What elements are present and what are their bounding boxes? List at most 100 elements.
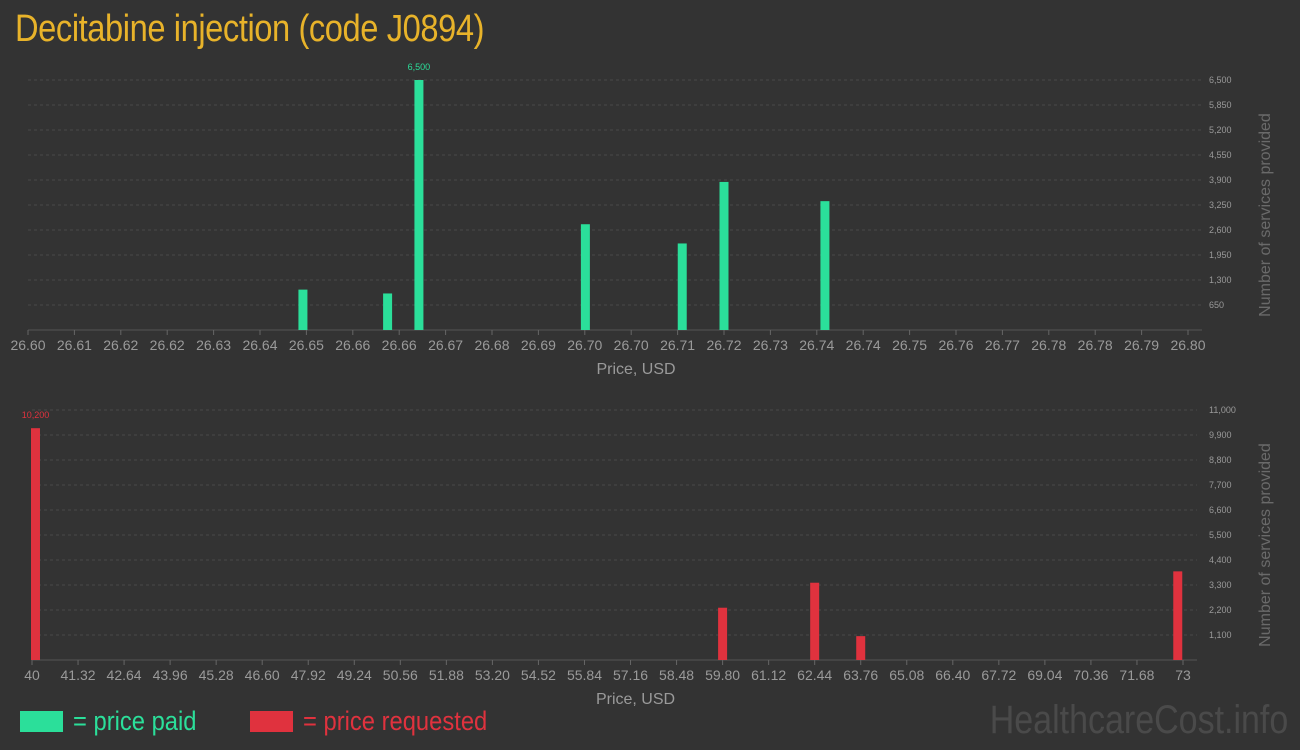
x-tick-label: 63.76: [843, 667, 878, 683]
chart-title: Decitabine injection (code J0894): [15, 8, 485, 50]
x-tick-label: 47.92: [291, 667, 326, 683]
y-tick-label: 1,950: [1209, 250, 1232, 260]
y-tick-label: 650: [1209, 300, 1224, 310]
x-tick-label: 61.12: [751, 667, 786, 683]
x-tick-label: 26.71: [660, 337, 695, 353]
legend-price-requested: = price requested: [250, 706, 512, 736]
y-axis-title: Number of services provided: [1257, 443, 1274, 647]
bar: [719, 181, 729, 330]
y-tick-label: 1,300: [1209, 275, 1232, 285]
y-tick-label: 2,200: [1209, 605, 1232, 615]
y-tick-label: 5,850: [1209, 100, 1232, 110]
x-tick-label: 26.66: [382, 337, 417, 353]
bar: [677, 243, 687, 330]
y-tick-label: 1,100: [1209, 630, 1232, 640]
x-tick-label: 26.66: [335, 337, 370, 353]
x-tick-label: 26.67: [428, 337, 463, 353]
legend-swatch-paid: [20, 710, 63, 732]
y-tick-label: 9,900: [1209, 430, 1232, 440]
x-tick-label: 55.84: [567, 667, 602, 683]
x-tick-label: 69.04: [1027, 667, 1062, 683]
x-tick-label: 67.72: [981, 667, 1016, 683]
x-tick-label: 26.77: [985, 337, 1020, 353]
y-tick-label: 5,200: [1209, 125, 1232, 135]
bar: [383, 293, 393, 330]
y-tick-label: 2,600: [1209, 225, 1232, 235]
x-tick-label: 53.20: [475, 667, 510, 683]
x-tick-label: 26.74: [846, 337, 881, 353]
x-tick-label: 51.88: [429, 667, 464, 683]
bar: [30, 428, 40, 660]
price-requested-chart: 1,100 2,200 3,300 4,400 5,500 6,600 7,700 8,800…: [22, 405, 1274, 708]
x-tick-label: 26.65: [289, 337, 324, 353]
bar: [580, 224, 590, 330]
bar: [810, 582, 820, 660]
x-tick-label: 26.70: [567, 337, 602, 353]
x-tick-label: 26.70: [614, 337, 649, 353]
x-tick-label: 26.79: [1124, 337, 1159, 353]
x-tick-label: 26.75: [892, 337, 927, 353]
y-tick-label: 3,300: [1209, 580, 1232, 590]
bar: [820, 201, 830, 330]
y-tick-label: 7,700: [1209, 480, 1232, 490]
x-tick-label: 62.44: [797, 667, 832, 683]
peak-data-label: 6,500: [408, 62, 431, 72]
x-axis-title: Price, USD: [596, 691, 675, 708]
bar: [414, 80, 424, 330]
peak-data-label: 10,200: [22, 410, 50, 420]
legend-swatch-requested: [250, 710, 293, 732]
bar: [856, 636, 866, 660]
x-tick-label: 70.36: [1073, 667, 1108, 683]
bar: [298, 289, 308, 330]
y-tick-label: 6,500: [1209, 75, 1232, 85]
y-tick-label: 3,250: [1209, 200, 1232, 210]
x-tick-label: 26.63: [196, 337, 231, 353]
x-tick-label: 26.64: [242, 337, 277, 353]
x-tick-label: 42.64: [107, 667, 142, 683]
x-tick-label: 26.62: [103, 337, 138, 353]
x-tick-label: 26.76: [938, 337, 973, 353]
x-tick-label: 26.61: [57, 337, 92, 353]
x-tick-label: 26.78: [1078, 337, 1113, 353]
y-tick-label: 11,000: [1209, 405, 1236, 415]
y-tick-label: 3,900: [1209, 175, 1232, 185]
x-tick-label: 40: [24, 667, 40, 683]
price-paid-chart: 650 1,300 1,950 2,600 3,250 3,900 4,550 5,200 5,…: [10, 62, 1274, 378]
x-tick-label: 26.68: [474, 337, 509, 353]
x-tick-label: 59.80: [705, 667, 740, 683]
x-tick-label: 50.56: [383, 667, 418, 683]
x-tick-label: 46.60: [245, 667, 280, 683]
y-tick-label: 4,400: [1209, 555, 1232, 565]
x-tick-label: 57.16: [613, 667, 648, 683]
bar: [1173, 571, 1183, 660]
bar: [718, 607, 728, 660]
x-tick-label: 26.69: [521, 337, 556, 353]
x-tick-label: 26.80: [1170, 337, 1205, 353]
x-tick-label: 26.78: [1031, 337, 1066, 353]
x-tick-label: 43.96: [153, 667, 188, 683]
legend-price-paid: = price paid: [20, 706, 213, 736]
x-tick-label: 54.52: [521, 667, 556, 683]
y-tick-label: 4,550: [1209, 150, 1232, 160]
x-tick-label: 26.62: [150, 337, 185, 353]
x-tick-label: 73: [1175, 667, 1191, 683]
y-axis-title: Number of services provided: [1257, 113, 1274, 317]
x-tick-label: 26.72: [706, 337, 741, 353]
x-tick-label: 45.28: [199, 667, 234, 683]
x-tick-label: 65.08: [889, 667, 924, 683]
x-tick-label: 26.74: [799, 337, 834, 353]
x-tick-label: 26.60: [10, 337, 45, 353]
brand-watermark: HealthcareCost.info: [989, 698, 1288, 742]
y-tick-label: 5,500: [1209, 530, 1232, 540]
x-tick-label: 26.73: [753, 337, 788, 353]
x-tick-label: 41.32: [61, 667, 96, 683]
x-tick-label: 66.40: [935, 667, 970, 683]
x-tick-label: 71.68: [1119, 667, 1154, 683]
legend-label-paid: = price paid: [73, 705, 197, 736]
x-tick-label: 58.48: [659, 667, 694, 683]
x-tick-label: 49.24: [337, 667, 372, 683]
legend-label-requested: = price requested: [303, 705, 488, 736]
x-axis-title: Price, USD: [596, 361, 675, 378]
y-tick-label: 6,600: [1209, 505, 1232, 515]
y-tick-label: 8,800: [1209, 455, 1232, 465]
